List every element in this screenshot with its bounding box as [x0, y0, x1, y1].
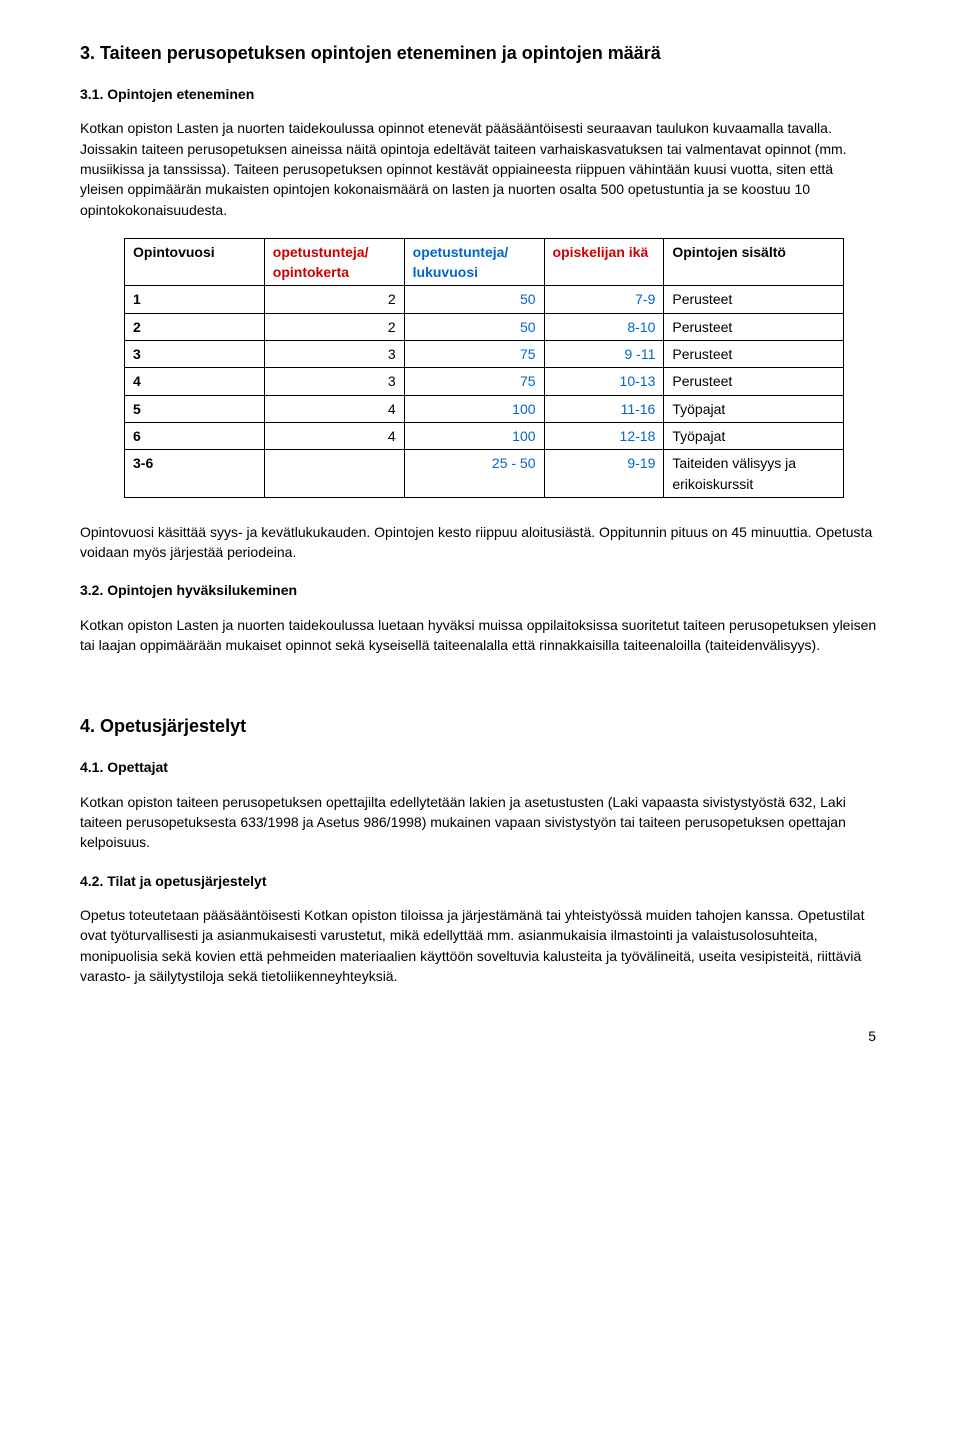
table-row: 33759 -11Perusteet	[125, 341, 844, 368]
col-opintojen-sisalto: Opintojen sisältö	[664, 238, 844, 286]
table-cell: 100	[404, 395, 544, 422]
page-number: 5	[80, 1026, 880, 1046]
col-opintovuosi: Opintovuosi	[125, 238, 265, 286]
table-cell: 50	[404, 286, 544, 313]
table-cell: 2	[125, 313, 265, 340]
table-cell: 8-10	[544, 313, 664, 340]
subsection-4-2-title: 4.2. Tilat ja opetusjärjestelyt	[80, 871, 880, 891]
table-cell: 3	[264, 341, 404, 368]
col-opetustunteja-kerta: opetustunteja/ opintokerta	[264, 238, 404, 286]
table-cell: 50	[404, 313, 544, 340]
table-header-row: Opintovuosi opetustunteja/ opintokerta o…	[125, 238, 844, 286]
subsection-4-2-para: Opetus toteutetaan pääsääntöisesti Kotka…	[80, 905, 880, 986]
table-cell: 3	[264, 368, 404, 395]
subsection-3-2-title: 3.2. Opintojen hyväksilukeminen	[80, 580, 880, 600]
opinto-table: Opintovuosi opetustunteja/ opintokerta o…	[124, 238, 844, 498]
subsection-3-1-title: 3.1. Opintojen eteneminen	[80, 84, 880, 104]
table-cell: 25 - 50	[404, 450, 544, 498]
table-cell: 9-19	[544, 450, 664, 498]
table-row: 3-6 25 - 509-19Taiteiden välisyys ja erik…	[125, 450, 844, 498]
table-cell: 5	[125, 395, 265, 422]
table-cell: 4	[264, 422, 404, 449]
table-cell: 2	[264, 313, 404, 340]
table-cell: 4	[264, 395, 404, 422]
table-cell: 11-16	[544, 395, 664, 422]
table-row: 22508-10Perusteet	[125, 313, 844, 340]
table-cell: 12-18	[544, 422, 664, 449]
table-cell: 3	[125, 341, 265, 368]
col-opetustunteja-vuosi: opetustunteja/ lukuvuosi	[404, 238, 544, 286]
section-4-title: 4. Opetusjärjestelyt	[80, 713, 880, 739]
table-row: 5410011-16Työpajat	[125, 395, 844, 422]
subsection-3-1-para: Kotkan opiston Lasten ja nuorten taideko…	[80, 118, 880, 219]
table-cell: 6	[125, 422, 265, 449]
table-cell: 10-13	[544, 368, 664, 395]
after-table-para: Opintovuosi käsittää syys- ja kevätlukuk…	[80, 522, 880, 563]
subsection-4-1-title: 4.1. Opettajat	[80, 757, 880, 777]
table-cell: Työpajat	[664, 395, 844, 422]
table-cell: Perusteet	[664, 313, 844, 340]
table-body: 12507-9Perusteet22508-10Perusteet33759 -…	[125, 286, 844, 497]
table-cell: Perusteet	[664, 368, 844, 395]
table-cell: Perusteet	[664, 341, 844, 368]
table-cell: Työpajat	[664, 422, 844, 449]
col-opiskelijan-ika: opiskelijan ikä	[544, 238, 664, 286]
subsection-4-1-para: Kotkan opiston taiteen perusopetuksen op…	[80, 792, 880, 853]
table-cell: 4	[125, 368, 265, 395]
table-cell: 3-6	[125, 450, 265, 498]
table-row: 437510-13Perusteet	[125, 368, 844, 395]
table-cell	[264, 450, 404, 498]
table-cell: Taiteiden välisyys ja erikoiskurssit	[664, 450, 844, 498]
table-row: 6410012-18Työpajat	[125, 422, 844, 449]
table-cell: 2	[264, 286, 404, 313]
table-cell: 75	[404, 341, 544, 368]
table-cell: 100	[404, 422, 544, 449]
table-cell: 7-9	[544, 286, 664, 313]
section-3-title: 3. Taiteen perusopetuksen opintojen eten…	[80, 40, 880, 66]
table-cell: Perusteet	[664, 286, 844, 313]
table-row: 12507-9Perusteet	[125, 286, 844, 313]
table-cell: 1	[125, 286, 265, 313]
table-cell: 9 -11	[544, 341, 664, 368]
table-cell: 75	[404, 368, 544, 395]
subsection-3-2-para: Kotkan opiston Lasten ja nuorten taideko…	[80, 615, 880, 656]
